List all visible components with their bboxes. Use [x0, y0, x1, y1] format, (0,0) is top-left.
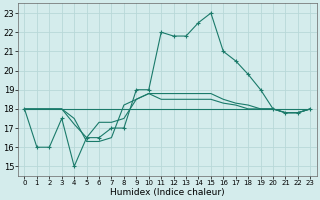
- X-axis label: Humidex (Indice chaleur): Humidex (Indice chaleur): [110, 188, 225, 197]
